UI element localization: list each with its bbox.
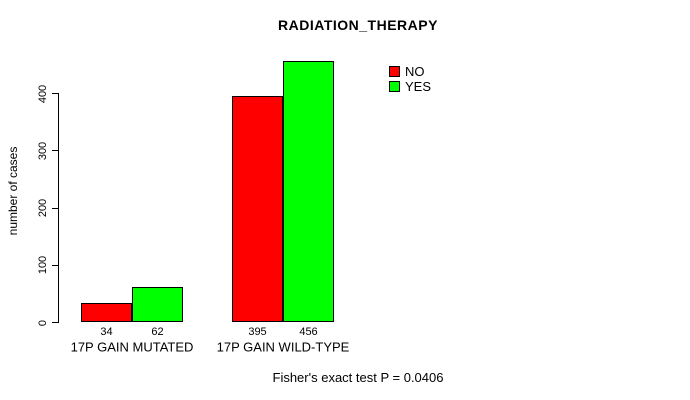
y-tick-label-200: 200 (37, 198, 49, 218)
bar-no-17p-gain-mutated (81, 303, 132, 323)
chart-title: RADIATION_THERAPY (278, 17, 438, 33)
bar-no-17p-gain-wild-type (232, 96, 283, 323)
bar-value-label: 395 (248, 325, 267, 338)
y-tick-label-300: 300 (37, 141, 49, 160)
y-tick-mark-200 (52, 207, 59, 209)
legend: NO YES (389, 65, 431, 93)
y-tick-label-100: 100 (37, 256, 49, 275)
bar-value-label: 34 (100, 325, 113, 338)
legend-label: YES (405, 79, 432, 94)
annotation-text: Fisher's exact test P = 0.0406 (272, 370, 444, 385)
legend-item-yes: YES (389, 80, 431, 93)
category-label-17p-gain-mutated: 17P GAIN MUTATED (70, 339, 194, 354)
bar-value-label: 62 (151, 325, 164, 338)
y-tick-mark-0 (52, 322, 59, 323)
legend-item-no: NO (389, 65, 431, 78)
bar-yes-17p-gain-mutated (132, 287, 183, 323)
y-tick-mark-300 (52, 150, 59, 152)
y-tick-mark-100 (52, 264, 59, 266)
y-tick-mark-400 (52, 93, 59, 94)
y-axis-label: number of cases (6, 146, 20, 236)
legend-label: NO (405, 64, 425, 79)
y-tick-label-400: 400 (37, 84, 49, 103)
category-label-17p-gain-wild-type: 17P GAIN WILD-TYPE (216, 339, 350, 354)
bar-yes-17p-gain-wild-type (283, 61, 334, 323)
bar-value-label: 456 (299, 325, 318, 338)
legend-swatch-no (389, 66, 400, 77)
legend-swatch-yes (389, 81, 400, 92)
y-tick-label-0: 0 (37, 319, 49, 326)
